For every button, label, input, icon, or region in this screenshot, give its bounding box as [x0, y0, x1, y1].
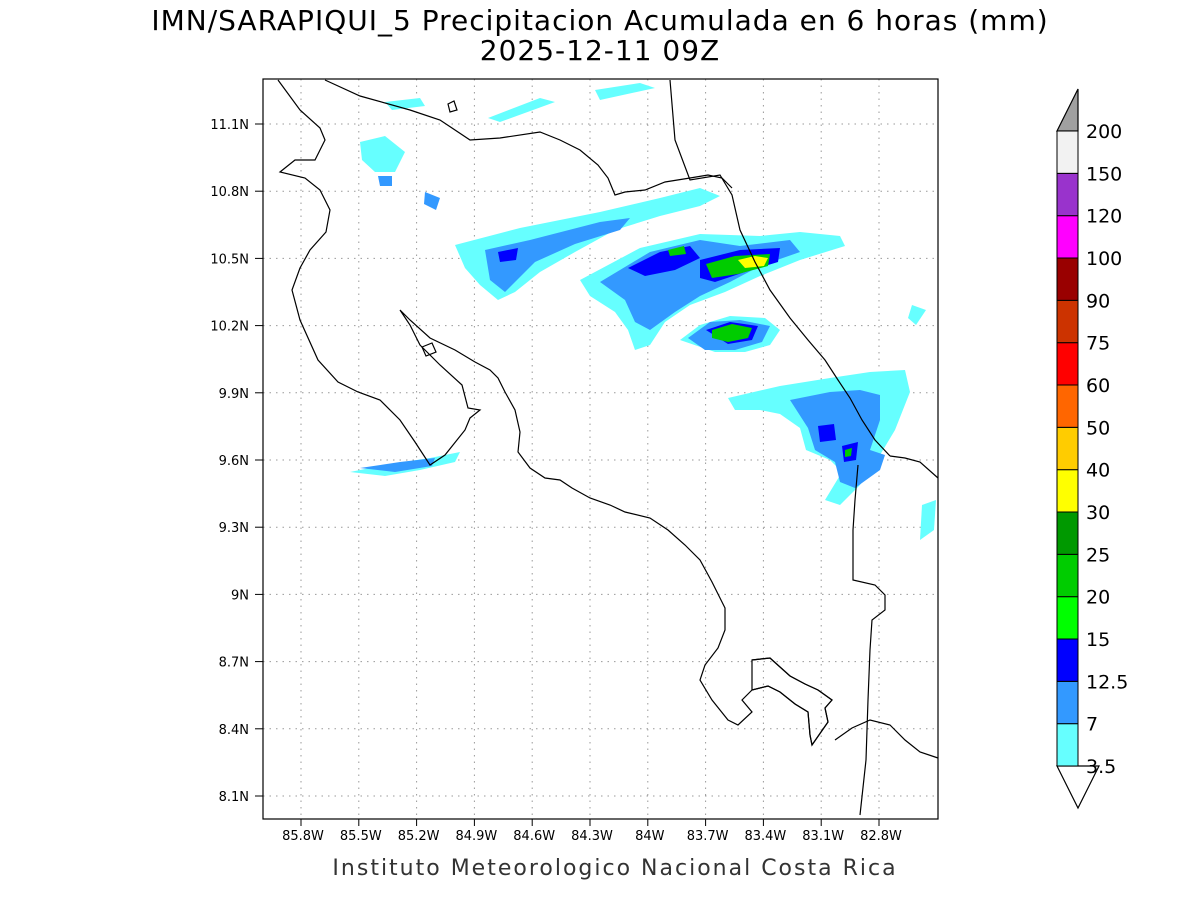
colorbar-label: 120: [1086, 206, 1122, 228]
colorbar-segment: [1056, 511, 1079, 555]
colorbar-label: 150: [1086, 163, 1122, 185]
colorbar-segment: [1056, 723, 1079, 767]
map-frame: [262, 78, 939, 820]
precip-30-core: [738, 256, 768, 268]
caribbean-coast: [669, 79, 891, 457]
precip-20-se: [845, 448, 852, 457]
lon-tick-label: 84.3W: [571, 829, 613, 844]
axis-ticks: 11.1N 10.8N 10.5N 10.2N 9.9N 9.6N 9.3N 9N 8.7N 8.…: [210, 118, 902, 844]
colorbar-segment: [1056, 384, 1079, 428]
colorbar-label: 40: [1086, 460, 1110, 482]
colorbar-label: 90: [1086, 290, 1110, 312]
colorbar-segment: [1056, 596, 1079, 640]
lon-tick-label: 83.1W: [802, 829, 844, 844]
colorbar-label: 7: [1086, 714, 1098, 736]
precip-field: [350, 83, 936, 540]
lon-tick-label: 85.5W: [340, 829, 382, 844]
burica-coast: [834, 719, 939, 759]
colorbar-segment: [1056, 299, 1079, 344]
lat-tick-label: 10.5N: [210, 252, 249, 267]
precip-7-east: [790, 390, 885, 488]
colorbar-segment: [1056, 342, 1079, 386]
lon-tick-label: 82.8W: [860, 829, 902, 844]
precip-patch-top2: [488, 98, 555, 122]
colorbar-segment: [1056, 680, 1079, 725]
colorbar-segment: [1056, 638, 1079, 682]
precip-patch-nw: [360, 136, 405, 172]
lat-tick-label: 10.2N: [210, 320, 249, 335]
lat-tick-label: 9.3N: [219, 521, 249, 536]
colorbar-label: 30: [1086, 502, 1110, 524]
nicaragua-border: [324, 79, 733, 196]
precip-20-mid: [712, 324, 752, 342]
lon-tick-label: 85.2W: [398, 829, 440, 844]
colorbar-segment: [1056, 553, 1079, 598]
precip-12-north: [498, 248, 518, 262]
colorbar-over-arrow: [1056, 88, 1079, 132]
colorbar-segment: [1056, 426, 1079, 471]
lat-tick-label: 8.4N: [219, 723, 249, 738]
colorbar-label: 200: [1086, 121, 1122, 143]
colorbar-label: 100: [1086, 248, 1122, 270]
lat-tick-label: 9N: [231, 588, 249, 603]
lon-tick-label: 84.6W: [513, 829, 555, 844]
lat-tick-label: 9.9N: [219, 387, 249, 402]
pacific-coast: [277, 79, 833, 747]
chart-title: IMN/SARAPIQUI_5 Precipitacion Acumulada …: [151, 4, 1049, 37]
lon-tick-label: 84.9W: [455, 829, 497, 844]
colorbar-segment: [1056, 257, 1079, 301]
lat-tick-label: 10.8N: [210, 185, 249, 200]
colorbar-segment: [1056, 215, 1079, 259]
lat-tick-label: 8.7N: [219, 656, 249, 671]
lon-tick-label: 84W: [635, 829, 665, 844]
chart-date: 2025-12-11 09Z: [479, 34, 721, 67]
coastline: [277, 79, 939, 816]
precip-patch-top3: [595, 83, 655, 100]
colorbar-segment: [1056, 469, 1079, 513]
colorbar-label: 15: [1086, 629, 1110, 651]
lon-tick-label: 83.4W: [744, 829, 786, 844]
colorbar-segment: [1056, 172, 1079, 217]
colorbar-label: 20: [1086, 587, 1110, 609]
precip-7-north: [485, 218, 630, 292]
precip-patch-ne: [908, 305, 926, 325]
precip-7-nw: [378, 176, 392, 186]
colorbar-label: 75: [1086, 333, 1110, 355]
island-north: [447, 100, 458, 113]
colorbar: 3.5 7 12.5 15 20 25 30 40 50 60 75 90 100 120 150 200: [1056, 88, 1128, 810]
lon-tick-label: 83.7W: [687, 829, 729, 844]
precip-7-west: [360, 458, 435, 472]
precip-patch-se: [920, 500, 936, 540]
colorbar-label: 50: [1086, 417, 1110, 439]
colorbar-segment: [1056, 130, 1079, 174]
lat-tick-label: 11.1N: [210, 118, 249, 133]
lat-tick-label: 9.6N: [219, 454, 249, 469]
colorbar-label: 12.5: [1086, 671, 1128, 693]
colorbar-label: 25: [1086, 544, 1110, 566]
colorbar-label: 3.5: [1086, 756, 1116, 778]
lon-tick-label: 85.8W: [282, 829, 324, 844]
lat-tick-label: 8.1N: [219, 790, 249, 805]
panama-border: [852, 464, 886, 816]
footer-credit: Instituto Meteorologico Nacional Costa R…: [332, 856, 898, 881]
precip-patch-top: [385, 98, 425, 110]
colorbar-label: 60: [1086, 375, 1110, 397]
panama-coast: [889, 455, 939, 479]
precip-7-nw2: [424, 192, 440, 210]
osa-peninsula: [751, 657, 833, 747]
precip-20-small: [668, 246, 686, 256]
island-chira: [421, 342, 437, 357]
precip-12-se: [818, 424, 836, 442]
